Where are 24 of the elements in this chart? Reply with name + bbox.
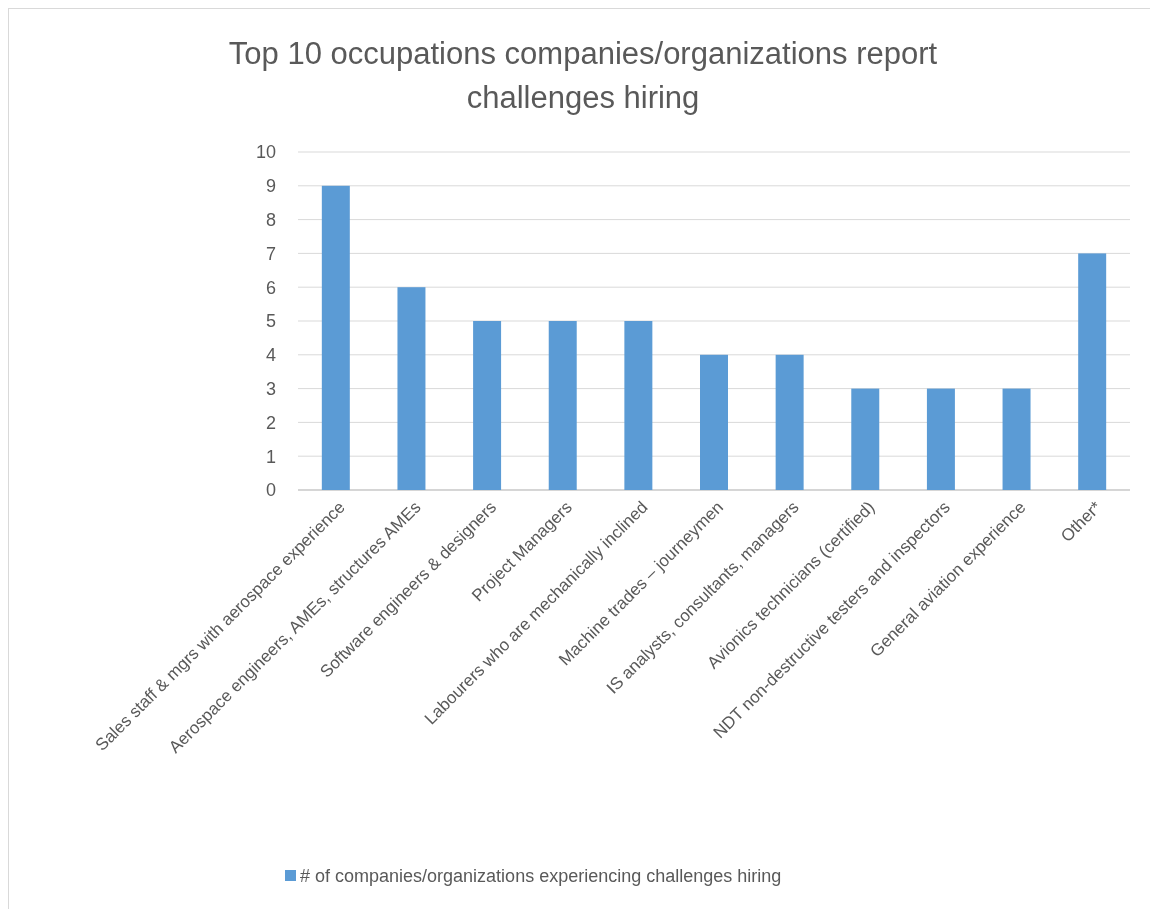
chart-title: Top 10 occupations companies/organizations report challenges hiring [228,36,938,115]
bar [473,321,502,490]
y-tick-label: 9 [265,176,276,197]
bar [775,354,804,490]
bar [624,321,653,490]
y-tick-label: 1 [265,446,276,467]
bar [548,321,577,490]
bar [700,354,728,490]
y-tick-label: 0 [265,480,276,501]
bar [1002,388,1031,490]
bar [397,287,426,490]
bar [851,388,880,490]
y-tick-label: 7 [265,243,276,264]
y-tick-label: 10 [255,142,276,163]
bar [1078,253,1107,490]
bar [926,388,955,490]
y-tick-label: 2 [265,412,276,433]
bar [321,185,350,490]
y-tick-label: 4 [265,345,276,366]
y-tick-label: 3 [265,378,276,399]
legend-label: # of companies/organizations experiencing challenges hiring [300,866,782,887]
y-tick-label: 6 [265,277,276,298]
y-tick-label: 5 [265,311,276,332]
y-tick-label: 8 [265,209,276,230]
